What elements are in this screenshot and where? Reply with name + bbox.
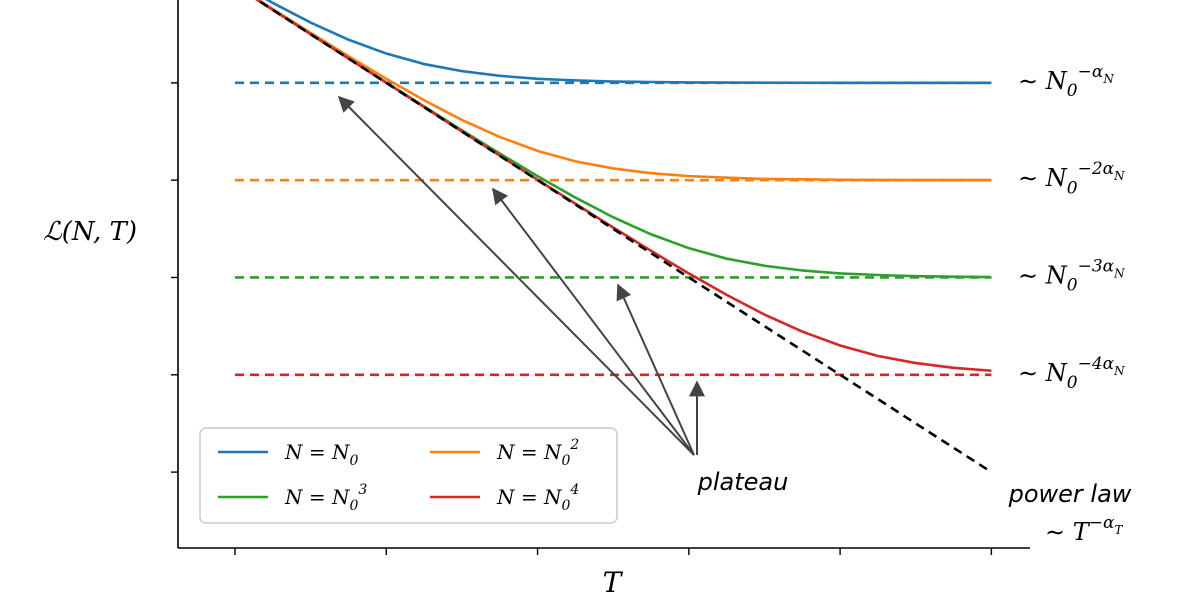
plateau-label-sup-sub: N — [1102, 72, 1114, 86]
legend-label: N = N02 — [496, 437, 579, 469]
plateau-label: ∼ N0−2αN — [1018, 159, 1125, 198]
plateau-label-text: ∼ N — [1018, 359, 1068, 387]
plateau-label-sup-sub: N — [1113, 169, 1125, 183]
legend-label-sub: 0 — [561, 498, 570, 514]
plateau-label-sup: −α — [1078, 62, 1104, 82]
plateau-label-sub: 0 — [1067, 373, 1078, 393]
legend-label: N = N03 — [284, 482, 367, 514]
legend-label-sup: 3 — [358, 482, 367, 498]
legend-label-name: N = N — [496, 440, 563, 464]
power-law-exponent-sup-sub: T — [1114, 523, 1123, 537]
series-line — [265, 0, 992, 85]
power-law-line — [255, 0, 993, 474]
plateau-label-sup: −4α — [1078, 354, 1115, 374]
plateau-label-sup: −3α — [1078, 256, 1115, 276]
plot-area — [234, 0, 993, 474]
power-law-exponent: ∼ T−αT — [1045, 513, 1123, 546]
arrow — [492, 187, 695, 456]
plateau-label-sup-sub: N — [1113, 364, 1125, 378]
legend-label-sub: 0 — [561, 453, 570, 469]
plateau-label: ∼ N0−4αN — [1018, 354, 1125, 393]
legend-label-sup: 2 — [569, 437, 579, 453]
y-axis-label: ℒ(N, T) — [43, 217, 137, 247]
series-line — [255, 0, 992, 373]
legend-label: N = N0 — [284, 440, 358, 469]
plateau-label-sup: −2α — [1078, 159, 1115, 179]
legend-box — [199, 427, 618, 524]
plateau-label-text: ∼ N — [1018, 261, 1068, 289]
series-line — [256, 0, 992, 182]
power-law-exponent-text: ∼ T — [1045, 518, 1091, 546]
plateau-label-sub: 0 — [1067, 178, 1078, 198]
legend-label-sub: 0 — [349, 498, 358, 514]
legend-label-sub: 0 — [349, 453, 358, 469]
series-line — [255, 0, 992, 279]
plateau-label: ∼ N0−3αN — [1018, 256, 1125, 295]
legend-label-sup: 4 — [569, 482, 579, 498]
plateau-annotation: plateau — [697, 468, 789, 496]
legend-label: N = N04 — [496, 482, 579, 514]
legend-label-name: N = N — [496, 485, 563, 509]
arrow — [337, 95, 695, 456]
plateau-label-text: ∼ N — [1018, 67, 1068, 95]
legend-label-name: N = N — [284, 440, 351, 464]
legend-label-name: N = N — [284, 485, 351, 509]
arrows — [337, 95, 705, 456]
plateau-label: ∼ N0−αN — [1018, 62, 1114, 101]
arrow — [616, 283, 695, 456]
plateau-label-sup-sub: N — [1113, 266, 1125, 280]
plateau-label-sub: 0 — [1067, 276, 1078, 296]
plateau-label-sub: 0 — [1067, 81, 1078, 101]
power-law-exponent-sup: −α — [1089, 513, 1115, 533]
x-axis-label: T — [603, 566, 624, 599]
power-law-annotation: power law — [1008, 480, 1132, 508]
plateau-label-text: ∼ N — [1018, 164, 1068, 192]
